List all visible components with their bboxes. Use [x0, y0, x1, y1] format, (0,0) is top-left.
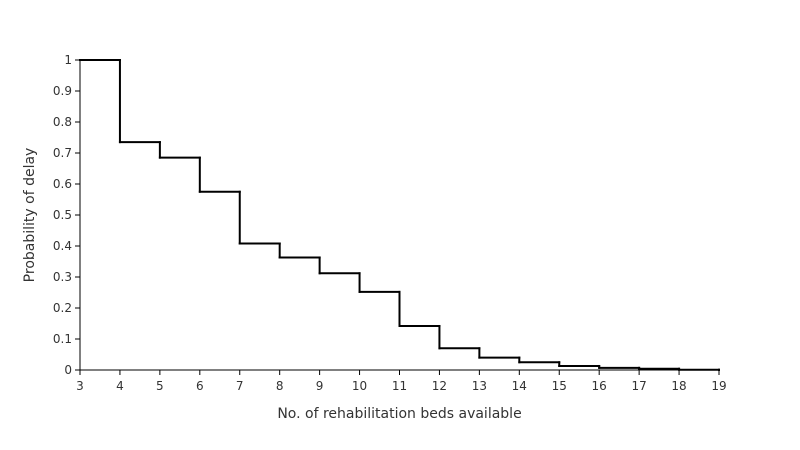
x-tick-label: 4 [116, 379, 124, 393]
x-tick-label: 3 [76, 379, 84, 393]
y-tick-label: 0.6 [53, 177, 72, 191]
y-tick-label: 0.7 [53, 146, 72, 160]
x-tick-label: 14 [512, 379, 527, 393]
x-tick-label: 19 [711, 379, 726, 393]
y-tick-label: 0.9 [53, 84, 72, 98]
y-tick-label: 0.4 [53, 239, 72, 253]
x-tick-label: 11 [392, 379, 407, 393]
x-tick-label: 16 [592, 379, 607, 393]
x-axis-title: No. of rehabilitation beds available [277, 406, 521, 422]
x-tick-label: 12 [432, 379, 447, 393]
x-axis: 3 4 5 6 7 8 9 10 11 12 13 14 15 16 17 18 19 [76, 369, 727, 393]
y-tick-label: 0.5 [53, 208, 72, 222]
x-tick-label: 6 [196, 379, 204, 393]
x-tick-label: 8 [276, 379, 284, 393]
x-tick-label: 7 [236, 379, 244, 393]
x-tick-label: 10 [352, 379, 367, 393]
y-tick-label: 0 [64, 363, 72, 377]
x-tick-label: 5 [156, 379, 164, 393]
series-0 [79, 59, 720, 371]
x-tick-label: 17 [631, 379, 646, 393]
x-tick-label: 18 [671, 379, 686, 393]
y-axis-title: Probability of delay [22, 148, 38, 283]
y-axis: 0 0.1 0.2 0.3 0.4 0.5 0.6 0.7 0.8 0.9 1 [53, 53, 81, 377]
y-tick-label: 1 [64, 53, 72, 67]
y-tick-label: 0.8 [53, 115, 72, 129]
x-tick-label: 9 [316, 379, 324, 393]
x-tick-label: 15 [552, 379, 567, 393]
y-tick-label: 0.1 [53, 332, 72, 346]
y-tick-label: 0.2 [53, 301, 72, 315]
x-tick-label: 13 [472, 379, 487, 393]
series-layer [79, 59, 720, 371]
y-tick-label: 0.3 [53, 270, 72, 284]
